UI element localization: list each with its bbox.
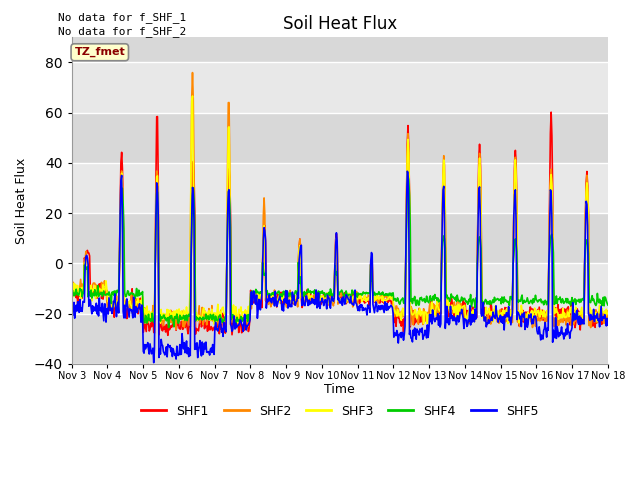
SHF4 — [68, 293, 76, 299]
SHF2 — [189, 70, 196, 75]
SHF4 — [422, 299, 429, 304]
SHF5 — [188, 213, 196, 219]
SHF3 — [406, 302, 414, 308]
SHF1 — [604, 318, 612, 324]
SHF3 — [68, 284, 76, 290]
SHF1 — [406, 190, 413, 196]
SHF5 — [132, 306, 140, 312]
Legend: SHF1, SHF2, SHF3, SHF4, SHF5: SHF1, SHF2, SHF3, SHF4, SHF5 — [136, 400, 543, 423]
SHF3 — [187, 158, 195, 164]
SHF5 — [77, 305, 85, 311]
SHF5 — [216, 316, 224, 322]
SHF2 — [604, 317, 612, 323]
SHF5 — [68, 305, 76, 311]
SHF5 — [403, 168, 411, 174]
SHF1 — [421, 316, 429, 322]
Line: SHF5: SHF5 — [72, 171, 608, 363]
SHF2 — [68, 284, 76, 290]
SHF4 — [406, 223, 414, 228]
SHF3 — [211, 321, 218, 327]
SHF4 — [604, 302, 612, 308]
Text: No data for f_SHF_1: No data for f_SHF_1 — [58, 12, 186, 23]
SHF4 — [216, 312, 224, 318]
SHF5 — [406, 328, 414, 334]
SHF2 — [77, 288, 85, 294]
SHF2 — [172, 326, 180, 332]
SHF2 — [422, 318, 429, 324]
SHF2 — [406, 323, 414, 328]
Bar — [72, 163, 608, 213]
Bar — [72, 37, 608, 364]
Bar — [72, 264, 608, 313]
SHF1 — [164, 333, 172, 338]
SHF4 — [164, 324, 172, 330]
SHF3 — [77, 285, 85, 291]
SHF3 — [132, 299, 140, 305]
SHF1 — [547, 109, 555, 115]
SHF5 — [422, 330, 429, 336]
SHF4 — [77, 287, 85, 293]
Bar — [72, 62, 608, 113]
Line: SHF4: SHF4 — [72, 177, 608, 327]
X-axis label: Time: Time — [324, 384, 355, 396]
SHF1 — [77, 294, 85, 300]
Text: No data for f_SHF_2: No data for f_SHF_2 — [58, 26, 186, 37]
Text: TZ_fmet: TZ_fmet — [74, 47, 125, 58]
SHF1 — [216, 321, 224, 326]
SHF4 — [132, 286, 140, 291]
SHF5 — [604, 322, 612, 328]
Line: SHF3: SHF3 — [72, 96, 608, 324]
SHF3 — [217, 312, 225, 318]
SHF3 — [422, 309, 429, 315]
SHF2 — [188, 94, 196, 100]
SHF1 — [68, 277, 76, 283]
Line: SHF1: SHF1 — [72, 112, 608, 336]
SHF3 — [604, 311, 612, 317]
SHF1 — [188, 209, 196, 215]
SHF4 — [188, 224, 196, 230]
SHF1 — [132, 307, 140, 312]
Y-axis label: Soil Heat Flux: Soil Heat Flux — [15, 157, 28, 244]
SHF2 — [217, 307, 225, 313]
SHF3 — [189, 93, 196, 99]
Line: SHF2: SHF2 — [72, 72, 608, 329]
SHF5 — [150, 360, 157, 366]
Title: Soil Heat Flux: Soil Heat Flux — [283, 15, 397, 33]
SHF2 — [132, 296, 140, 302]
SHF4 — [404, 174, 412, 180]
